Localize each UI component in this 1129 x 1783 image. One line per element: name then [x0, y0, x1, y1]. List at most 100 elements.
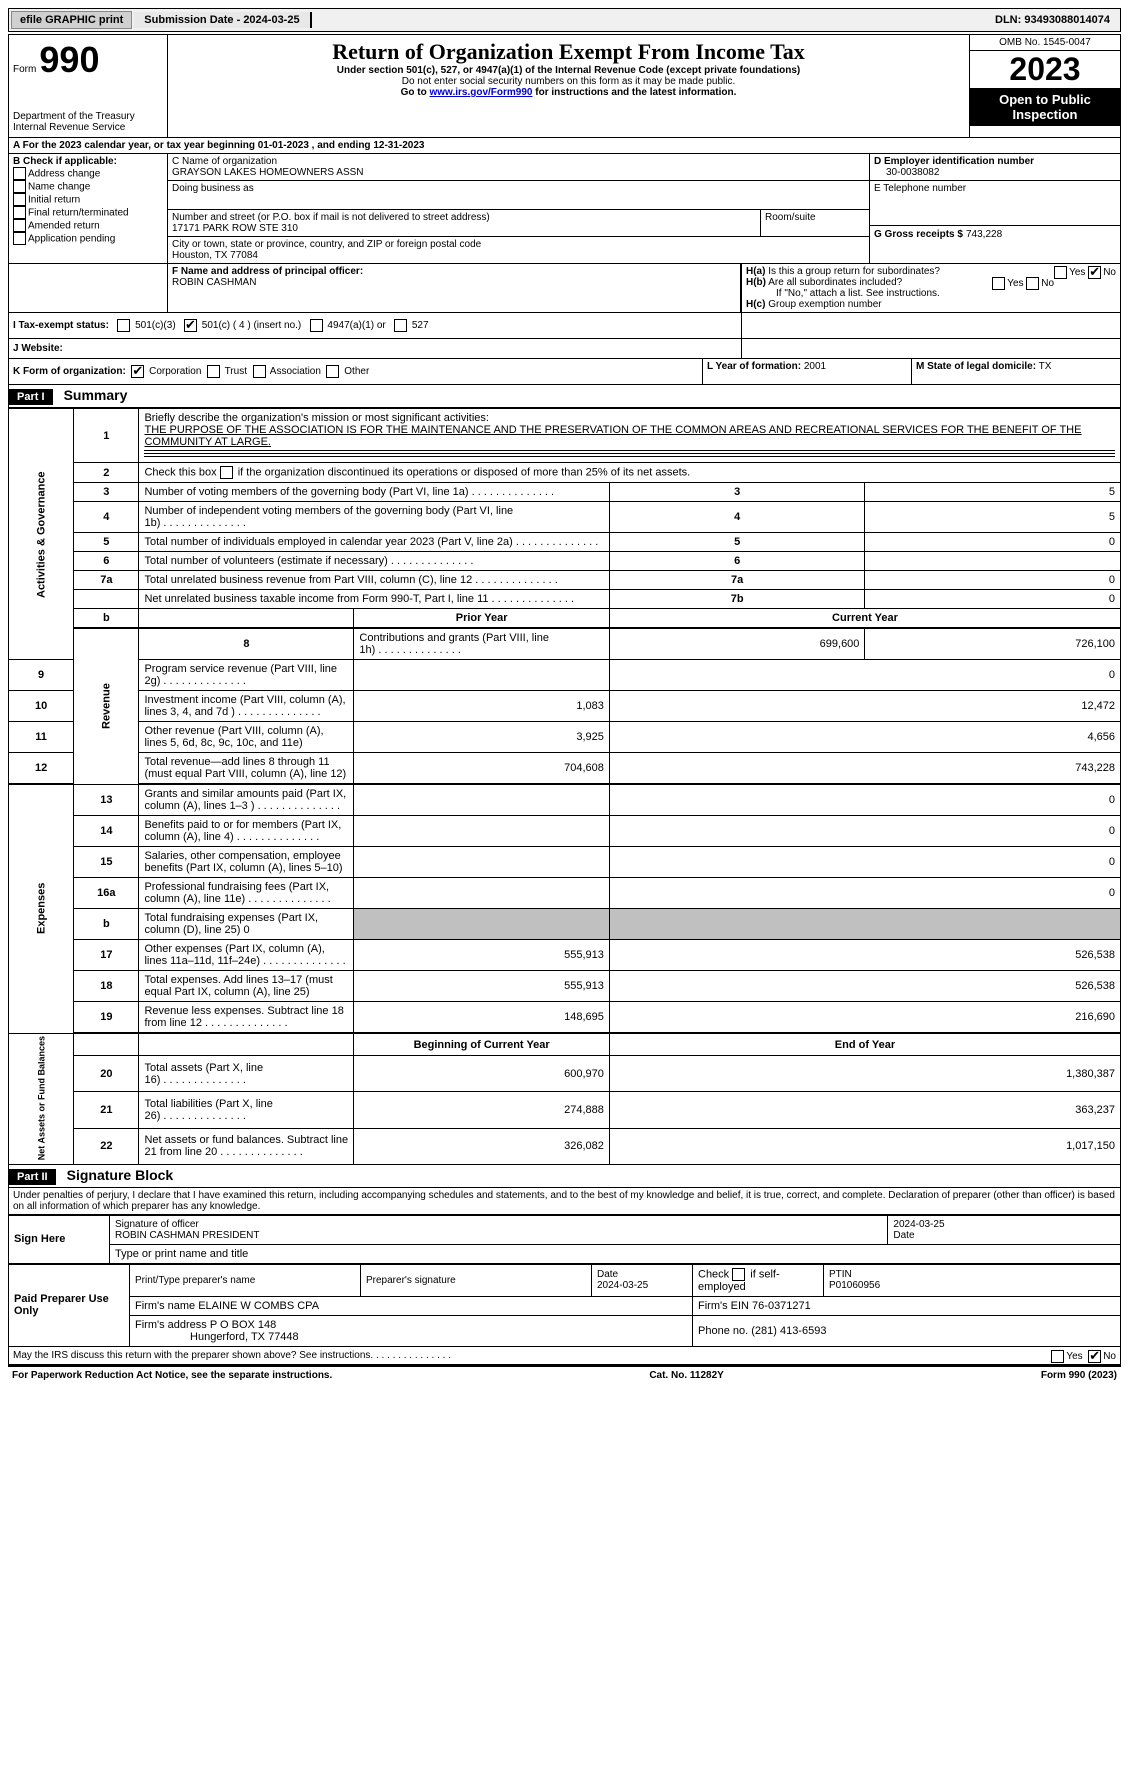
box-7a: 7a	[609, 571, 865, 590]
perjury-declaration: Under penalties of perjury, I declare th…	[8, 1188, 1121, 1215]
form-number: 990	[39, 39, 99, 80]
end-22: 1,017,150	[609, 1128, 1120, 1164]
form-title: Return of Organization Exempt From Incom…	[172, 39, 965, 65]
check-other[interactable]	[326, 365, 339, 378]
row-10-text: Investment income (Part VIII, column (A)…	[139, 691, 354, 722]
paid-preparer-label: Paid Preparer Use Only	[9, 1264, 130, 1346]
row-16a-text: Professional fundraising fees (Part IX, …	[139, 878, 354, 909]
check-name-change[interactable]: Name change	[13, 180, 163, 193]
ein-value: 30-0038082	[874, 167, 1116, 178]
check-527[interactable]	[394, 319, 407, 332]
check-initial-return[interactable]: Initial return	[13, 193, 163, 206]
prior-17: 555,913	[354, 940, 610, 971]
d-ein-label: D Employer identification number	[874, 156, 1116, 167]
check-application-pending[interactable]: Application pending	[13, 232, 163, 245]
hb-no-checkbox[interactable]	[1026, 277, 1039, 290]
no-label: No	[1103, 267, 1116, 278]
year-formation: 2001	[804, 361, 826, 372]
firm-name: ELAINE W COMBS CPA	[198, 1300, 319, 1312]
hb-yes-checkbox[interactable]	[992, 277, 1005, 290]
opt-527: 527	[412, 320, 429, 331]
row-7a-text: Total unrelated business revenue from Pa…	[139, 571, 609, 590]
cat-no: Cat. No. 11282Y	[649, 1370, 723, 1381]
l-label: L Year of formation:	[707, 361, 801, 372]
open-to-public: Open to Public Inspection	[970, 88, 1120, 126]
opt-501c: 501(c) ( 4 ) (insert no.)	[202, 320, 301, 331]
opt-amended-return: Amended return	[28, 220, 100, 231]
line-k: K Form of organization: Corporation Trus…	[9, 359, 703, 384]
line-l: L Year of formation: 2001	[703, 359, 912, 384]
check-self-employed[interactable]	[732, 1268, 745, 1281]
check-association[interactable]	[253, 365, 266, 378]
discuss-text: May the IRS discuss this return with the…	[13, 1350, 451, 1361]
curr-19: 216,690	[609, 1002, 1120, 1034]
opt-4947: 4947(a)(1) or	[327, 320, 385, 331]
curr-8: 726,100	[865, 628, 1121, 660]
irs-link[interactable]: www.irs.gov/Form990	[429, 87, 532, 98]
prior-9	[354, 660, 610, 691]
ptin-value: P01060956	[829, 1280, 1115, 1291]
prior-11: 3,925	[354, 722, 610, 753]
curr-13: 0	[609, 784, 1120, 816]
curr-12: 743,228	[609, 753, 1120, 785]
check-501c3[interactable]	[117, 319, 130, 332]
h-c: H(c) Group exemption number	[746, 299, 1116, 310]
m-label: M State of legal domicile:	[916, 361, 1036, 372]
q2-text: Check this box if the organization disco…	[139, 463, 1121, 483]
vlabel-revenue: Revenue	[74, 628, 139, 784]
street-address: 17171 PARK ROW STE 310	[172, 223, 756, 234]
check-501c[interactable]	[184, 319, 197, 332]
part2-header: Part II	[9, 1169, 56, 1185]
row-7b-text: Net unrelated business taxable income fr…	[139, 590, 609, 609]
prior-8: 699,600	[609, 628, 865, 660]
form-label: Form	[13, 64, 36, 75]
prior-16b	[354, 909, 610, 940]
line-a: A For the 2023 calendar year, or tax yea…	[8, 138, 1121, 154]
officer-name: ROBIN CASHMAN	[172, 277, 736, 288]
city-label: City or town, state or province, country…	[172, 239, 865, 250]
row-20-text: Total assets (Part X, line 16)	[139, 1056, 354, 1092]
efile-print-button[interactable]: efile GRAPHIC print	[11, 11, 132, 29]
discuss-no-checkbox[interactable]	[1088, 1350, 1101, 1363]
row-19-text: Revenue less expenses. Subtract line 18 …	[139, 1002, 354, 1034]
ha-no-checkbox[interactable]	[1088, 266, 1101, 279]
check-corporation[interactable]	[131, 365, 144, 378]
discuss-no: No	[1103, 1351, 1116, 1362]
check-amended-return[interactable]: Amended return	[13, 219, 163, 232]
opt-trust: Trust	[225, 366, 247, 377]
phone-value: (281) 413-6593	[751, 1325, 826, 1337]
check-trust[interactable]	[207, 365, 220, 378]
curr-16a: 0	[609, 878, 1120, 909]
prior-12: 704,608	[354, 753, 610, 785]
ptin-label: PTIN	[829, 1269, 1115, 1280]
row-16b-text: Total fundraising expenses (Part IX, col…	[139, 909, 354, 940]
k-label: K Form of organization:	[13, 366, 126, 377]
gross-receipts: 743,228	[966, 229, 1002, 240]
col-end: End of Year	[609, 1033, 1120, 1056]
discuss-yes-checkbox[interactable]	[1051, 1350, 1064, 1363]
row-12-text: Total revenue—add lines 8 through 11 (mu…	[139, 753, 354, 785]
check-final-return[interactable]: Final return/terminated	[13, 206, 163, 219]
form-footer: Form 990 (2023)	[1041, 1370, 1117, 1381]
top-bar: efile GRAPHIC print Submission Date - 20…	[8, 8, 1121, 32]
begin-20: 600,970	[354, 1056, 610, 1092]
check-4947[interactable]	[310, 319, 323, 332]
dba-label: Doing business as	[172, 183, 865, 194]
discuss-row: May the IRS discuss this return with the…	[8, 1347, 1121, 1365]
curr-9: 0	[609, 660, 1120, 691]
prior-13	[354, 784, 610, 816]
opt-name-change: Name change	[28, 181, 90, 192]
goto-suffix: for instructions and the latest informat…	[535, 87, 736, 98]
b-label: B Check if applicable:	[13, 156, 163, 167]
row-15-text: Salaries, other compensation, employee b…	[139, 847, 354, 878]
org-name: GRAYSON LAKES HOMEOWNERS ASSN	[172, 167, 865, 178]
check-address-change[interactable]: Address change	[13, 167, 163, 180]
ha-yes-checkbox[interactable]	[1054, 266, 1067, 279]
opt-final-return: Final return/terminated	[28, 207, 129, 218]
curr-18: 526,538	[609, 971, 1120, 1002]
check-discontinued[interactable]	[220, 466, 233, 479]
h-a: H(a) Is this a group return for subordin…	[746, 266, 1116, 277]
dln: DLN: 93493088014074	[985, 12, 1120, 28]
print-name-label: Print/Type preparer's name	[135, 1275, 355, 1286]
sign-date: 2024-03-25	[893, 1219, 1115, 1230]
